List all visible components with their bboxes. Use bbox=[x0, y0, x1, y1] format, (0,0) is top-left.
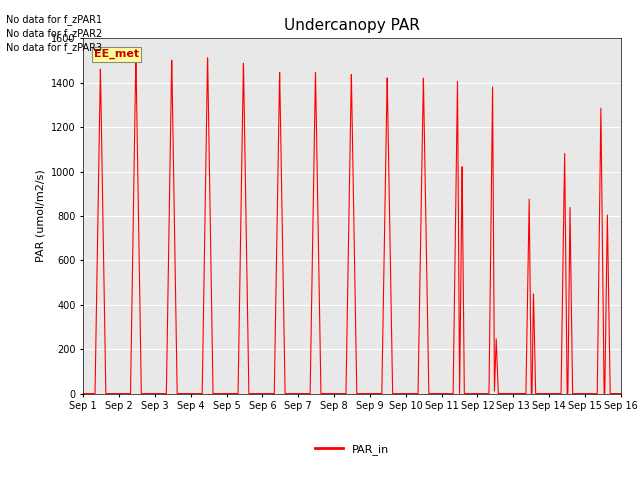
Title: Undercanopy PAR: Undercanopy PAR bbox=[284, 18, 420, 33]
Text: No data for f_zPAR2: No data for f_zPAR2 bbox=[6, 28, 102, 39]
Y-axis label: PAR (umol/m2/s): PAR (umol/m2/s) bbox=[35, 169, 45, 263]
Text: EE_met: EE_met bbox=[94, 49, 139, 60]
Text: No data for f_zPAR1: No data for f_zPAR1 bbox=[6, 13, 102, 24]
Legend: PAR_in: PAR_in bbox=[310, 439, 394, 459]
Text: No data for f_zPAR3: No data for f_zPAR3 bbox=[6, 42, 102, 53]
